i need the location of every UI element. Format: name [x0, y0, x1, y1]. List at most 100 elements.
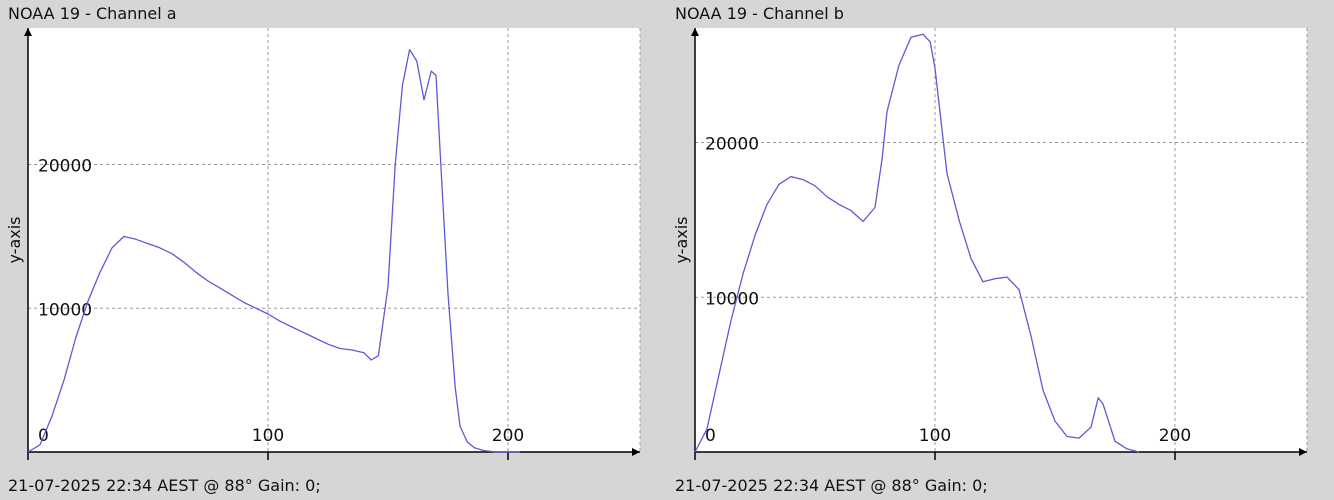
data-point [339, 348, 340, 349]
data-point [850, 210, 851, 211]
y-axis-label: y-axis [5, 216, 24, 263]
data-point [63, 380, 64, 381]
data-point [730, 320, 731, 321]
data-point [99, 272, 100, 273]
data-point [423, 99, 424, 100]
status-footer: 21-07-2025 22:34 AEST @ 88° Gain: 0; [675, 476, 988, 495]
data-point [778, 184, 779, 185]
data-point [255, 308, 256, 309]
data-point [495, 451, 496, 452]
chart-title: NOAA 19 - Channel a [8, 4, 177, 23]
data-point [994, 278, 995, 279]
data-point [431, 71, 432, 72]
x-tick-label: 100 [919, 426, 951, 446]
data-point [1006, 277, 1007, 278]
data-point [416, 61, 417, 62]
data-point [351, 349, 352, 350]
data-point [378, 355, 379, 356]
data-point [111, 247, 112, 248]
channel-a-panel: NOAA 19 - Channel a 0 100 200 10000 20000 y-a… [5, 4, 641, 495]
data-point [243, 302, 244, 303]
data-point [279, 321, 280, 322]
data-point [982, 281, 983, 282]
data-point [303, 332, 304, 333]
data-point [395, 164, 396, 165]
data-point [910, 37, 911, 38]
chart-title: NOAA 19 - Channel b [675, 4, 844, 23]
data-point [183, 262, 184, 263]
data-point [754, 235, 755, 236]
x-tick-label: 0 [705, 426, 716, 446]
data-point [507, 451, 508, 452]
y-axis-label: y-axis [672, 216, 691, 263]
x-axis-arrow [1299, 448, 1307, 456]
data-point [467, 441, 468, 442]
data-point [474, 447, 475, 448]
plot-area [695, 28, 1307, 452]
data-point [706, 428, 707, 429]
data-point [171, 253, 172, 254]
y-axis-arrow [24, 28, 32, 36]
y-tick-label: 20000 [38, 157, 92, 177]
data-point [207, 280, 208, 281]
data-point [790, 176, 791, 177]
data-point [51, 416, 52, 417]
data-point [435, 75, 436, 76]
data-point [1126, 448, 1127, 449]
series-line [694, 33, 1140, 453]
data-point [930, 41, 931, 42]
data-point [402, 85, 403, 86]
x-tick-label: 100 [252, 426, 284, 446]
data-point [219, 288, 220, 289]
data-point [363, 352, 364, 353]
data-point [742, 273, 743, 274]
data-point [934, 68, 935, 69]
x-axis-arrow [632, 448, 640, 456]
data-point [455, 387, 456, 388]
data-point [718, 374, 719, 375]
y-tick-label: 10000 [705, 289, 759, 309]
data-point [886, 111, 887, 112]
data-point [231, 295, 232, 296]
data-point [814, 185, 815, 186]
data-point [459, 426, 460, 427]
data-point [862, 221, 863, 222]
data-point [958, 219, 959, 220]
channel-b-chart: 0 100 200 10000 20000 y-axis [672, 28, 1308, 460]
data-point [802, 179, 803, 180]
data-point [27, 451, 28, 452]
channel-b-panel: NOAA 19 - Channel b 0 100 200 10000 20000 y-a… [667, 0, 1334, 500]
data-point [147, 243, 148, 244]
data-point [1138, 451, 1139, 452]
plot-area [28, 28, 640, 452]
y-tick-label: 20000 [705, 135, 759, 155]
series-line [27, 48, 520, 453]
data-point [838, 204, 839, 205]
data-point [874, 207, 875, 208]
data-point [135, 239, 136, 240]
data-point [922, 34, 923, 35]
data-point [826, 196, 827, 197]
data-point [39, 444, 40, 445]
data-point [440, 164, 441, 165]
data-point [371, 359, 372, 360]
data-point [447, 293, 448, 294]
data-point [267, 313, 268, 314]
data-point [327, 344, 328, 345]
data-point [1114, 441, 1115, 442]
data-point [1066, 436, 1067, 437]
data-point [123, 236, 124, 237]
data-point [1098, 397, 1099, 398]
data-point [1018, 289, 1019, 290]
data-point [159, 247, 160, 248]
x-tick-label: 200 [1159, 426, 1191, 446]
data-point [1042, 390, 1043, 391]
data-point [75, 336, 76, 337]
data-point [519, 451, 520, 452]
y-axis-arrow [691, 28, 699, 36]
data-point [1030, 335, 1031, 336]
data-point [946, 173, 947, 174]
data-point [1054, 421, 1055, 422]
data-point [1102, 403, 1103, 404]
